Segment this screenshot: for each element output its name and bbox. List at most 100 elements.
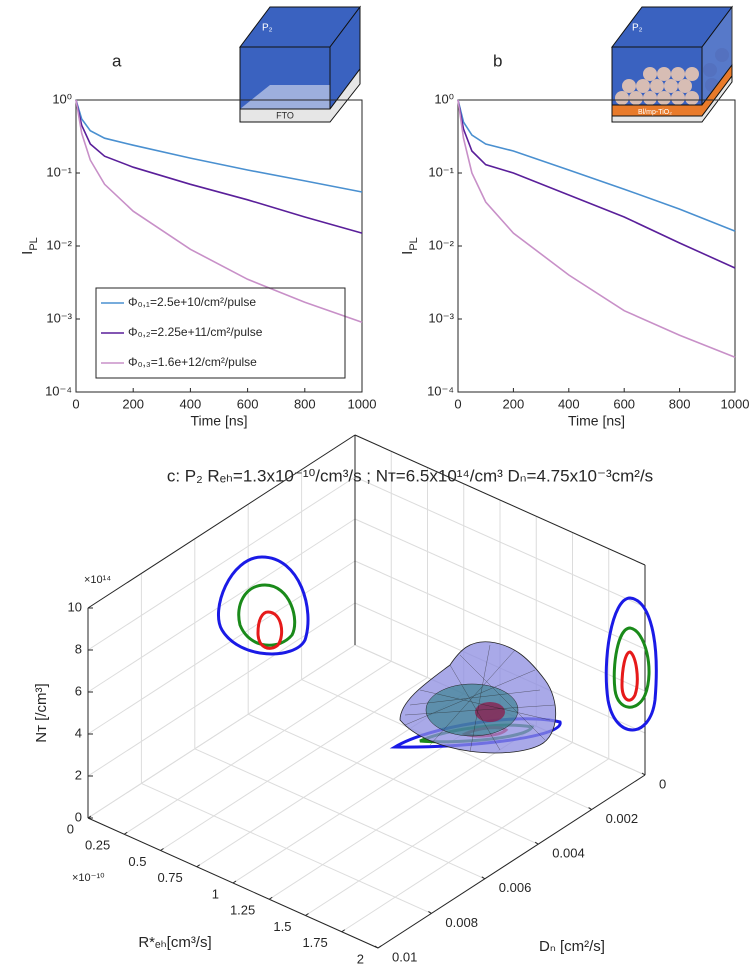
y-axis-label-main: I	[399, 251, 416, 255]
legend-label: Φ₀,₃=1.6e+12/cm²/pulse	[128, 355, 257, 369]
grid-line	[247, 713, 539, 845]
y-tick-label: 0.01	[392, 949, 417, 964]
grid-line	[87, 644, 356, 819]
x-tick-label: 800	[669, 396, 691, 411]
x-tick-label: 0	[72, 396, 79, 411]
x-axis-label: Time [ns]	[190, 413, 247, 429]
y-tick-label: 0.002	[606, 811, 639, 826]
grid-line	[87, 476, 356, 651]
y-tick-label: 10⁰	[52, 91, 72, 106]
y-tick	[428, 910, 432, 914]
series-line	[75, 99, 363, 324]
inset-a: P₂ FTO	[239, 5, 361, 123]
grid-line	[305, 742, 573, 916]
z-exponent: ×10¹⁴	[84, 574, 111, 586]
plot-area	[75, 99, 363, 393]
x-tick-label: 600	[237, 396, 259, 411]
plot-area	[457, 99, 736, 393]
x-tick	[305, 913, 309, 916]
series-line	[457, 99, 736, 269]
series-line	[75, 99, 363, 193]
legend-label: Φ₀,₂=2.25e+11/cm²/pulse	[128, 325, 263, 339]
x-tick	[160, 848, 164, 851]
y-tick-label: 10⁻²	[428, 237, 454, 252]
x-tick-label: 600	[613, 396, 635, 411]
grid-line	[354, 518, 646, 650]
y-tick-label: 0.008	[445, 915, 478, 930]
contours-right-wall	[604, 596, 658, 732]
y-tick-label: 0.006	[499, 880, 532, 895]
x-tick-label: 1.25	[230, 903, 255, 918]
z-tick-label: 6	[75, 683, 82, 698]
contours-left-wall	[217, 555, 310, 656]
x-tick-label: 1.5	[273, 919, 291, 934]
z-tick-label: 4	[75, 725, 82, 740]
inset-label: P₂	[632, 23, 643, 34]
x-tick-label: 0	[67, 821, 74, 836]
x-tick-label: 0	[454, 396, 461, 411]
series-line	[75, 99, 363, 234]
x-axis-label: Time [ns]	[568, 413, 625, 429]
x-tick	[87, 815, 92, 819]
z-tick-label: 10	[68, 599, 82, 614]
z-tick-label: 2	[75, 767, 82, 782]
z-tick-label: 8	[75, 641, 82, 656]
inset-label: P₂	[262, 23, 273, 34]
y-tick-label: 10⁻³	[428, 310, 454, 325]
y-tick-label: 0	[659, 776, 666, 791]
grid-line	[87, 560, 356, 735]
x-tick	[123, 831, 128, 835]
inset-label: FTO	[276, 110, 294, 120]
grid-line	[87, 518, 356, 693]
x-tick	[268, 896, 273, 900]
grid-line	[268, 725, 537, 900]
z-tick-label: 0	[75, 809, 82, 824]
chart-title: c: P₂ Rₑₕ=1.3x10⁻¹⁰/cm³/s ; Nᴛ=6.5x10¹⁴/…	[167, 466, 653, 485]
x-tick-label: 200	[122, 396, 144, 411]
grid-line	[123, 660, 392, 835]
panel-label: a	[112, 51, 122, 70]
y-axis-label-main: I	[19, 251, 36, 255]
grid-line	[87, 602, 356, 777]
x-tick-label: 2	[357, 951, 364, 966]
series-line	[457, 99, 736, 358]
z-axis-label: Nᴛ [/cm³]	[33, 683, 50, 742]
series-line	[457, 99, 736, 232]
x-exponent: ×10⁻¹⁰	[72, 872, 105, 884]
y-tick-label: 10⁻⁴	[45, 383, 72, 398]
y-tick-label: 10⁻³	[46, 310, 72, 325]
y-tick-label: 10⁰	[434, 91, 454, 106]
axis-line	[87, 434, 356, 609]
isosurface	[399, 641, 557, 754]
x-axis-label: R*ₑₕ[cm³/s]	[138, 934, 211, 951]
x-tick	[232, 880, 237, 884]
grid-line	[141, 782, 432, 914]
legend-label: Φ₀,₁=2.5e+10/cm²/pulse	[128, 295, 256, 309]
x-tick-label: 0.75	[157, 870, 182, 885]
x-tick	[341, 929, 346, 933]
x-tick-label: 1000	[721, 396, 750, 411]
grid-line	[160, 677, 428, 851]
grid-line	[354, 560, 646, 692]
y-axis-label: Dₙ [cm²/s]	[539, 938, 605, 955]
y-tick-label: 10⁻¹	[428, 164, 454, 179]
panel-label: b	[493, 51, 502, 70]
inset-b: P₂ Bl/mp-TiO₂	[611, 5, 733, 123]
axis-line	[354, 434, 646, 566]
y-axis-label: IPL	[399, 237, 420, 255]
grid-line	[354, 476, 646, 608]
x-tick-label: 1000	[348, 396, 377, 411]
x-tick-label: 0.25	[85, 838, 110, 853]
y-tick-label: 10⁻¹	[46, 164, 72, 179]
legend-box	[95, 287, 346, 379]
y-tick	[374, 945, 379, 949]
y-tick	[481, 876, 486, 880]
grid-line	[194, 748, 486, 880]
y-tick-label: 10⁻²	[46, 237, 72, 252]
x-tick-label: 0.5	[128, 854, 146, 869]
x-tick-label: 800	[294, 396, 316, 411]
x-tick-label: 400	[180, 396, 202, 411]
y-tick	[641, 772, 646, 776]
x-tick-label: 1.75	[302, 935, 327, 950]
